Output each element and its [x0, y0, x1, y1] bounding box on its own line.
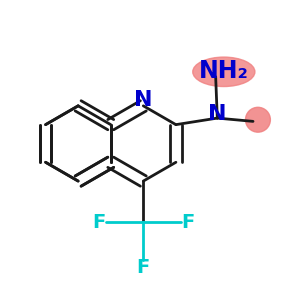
Circle shape [245, 107, 270, 132]
Text: N: N [134, 90, 153, 110]
Text: F: F [137, 258, 150, 277]
Text: F: F [92, 213, 105, 232]
Text: NH₂: NH₂ [199, 59, 249, 83]
Text: F: F [182, 213, 195, 232]
Text: N: N [208, 104, 226, 124]
Ellipse shape [193, 57, 255, 86]
